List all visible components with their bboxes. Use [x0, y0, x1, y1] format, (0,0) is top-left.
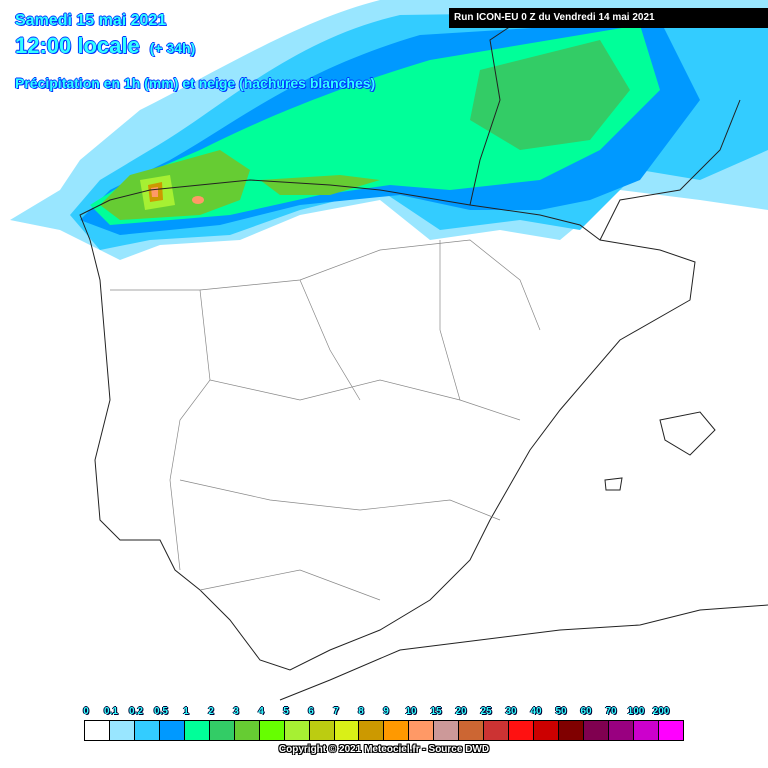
- legend-label: 20: [455, 706, 467, 717]
- legend-label: 15: [430, 706, 442, 717]
- legend-swatch: [85, 721, 110, 740]
- forecast-time: 12:00 locale (+ 34h): [15, 33, 196, 59]
- legend-swatch: [109, 721, 135, 740]
- legend-label: 40: [530, 706, 542, 717]
- precip-10b: [192, 196, 204, 204]
- legend-swatch: [559, 721, 585, 740]
- legend-label: 0.5: [154, 706, 168, 717]
- lead-time: (+ 34h): [149, 40, 196, 57]
- legend-swatch: [334, 721, 360, 740]
- legend-swatch: [134, 721, 160, 740]
- coastline: [79, 19, 768, 701]
- legend-label: 7: [333, 706, 339, 717]
- legend-label: 200: [652, 706, 670, 717]
- legend-label: 6: [308, 706, 314, 717]
- legend-swatch: [409, 721, 435, 740]
- forecast-date: Samedi 15 mai 2021: [14, 12, 167, 30]
- legend-swatch: [309, 721, 335, 740]
- legend-label: 9: [383, 706, 389, 717]
- legend-swatch: [484, 721, 510, 740]
- legend-label: 10: [405, 706, 417, 717]
- legend-colorbar: [84, 720, 684, 741]
- legend-swatch: [184, 721, 210, 740]
- legend-swatch: [209, 721, 235, 740]
- legend-label: 2: [208, 706, 214, 717]
- legend-swatch: [434, 721, 460, 740]
- precip-10: [151, 187, 158, 197]
- legend-swatch: [284, 721, 310, 740]
- precip-2: [470, 40, 630, 150]
- legend-label: 60: [580, 706, 592, 717]
- legend-swatch: [359, 721, 385, 740]
- legend-swatch: [259, 721, 285, 740]
- region-borders: [110, 239, 541, 601]
- precip-3b: [260, 175, 380, 195]
- parameter-title: Précipitation en 1h (mm) et neige (hachu…: [14, 75, 376, 92]
- legend-swatch: [459, 721, 485, 740]
- legend-swatch: [633, 721, 659, 740]
- legend-labels: 0 0.1 0.2 0.5 1 2 3 4 5 6 7 8 9 10 15 20 25 30 40 50 60 70 100…: [83, 706, 704, 720]
- legend-label: 50: [555, 706, 567, 717]
- legend-label: 70: [605, 706, 617, 717]
- legend-swatch: [384, 721, 410, 740]
- precip-3: [100, 150, 250, 220]
- legend-label: 100: [627, 706, 645, 717]
- legend-label: 30: [505, 706, 517, 717]
- legend-label: 5: [283, 706, 289, 717]
- legend-swatch: [584, 721, 610, 740]
- legend-label: 0: [83, 706, 89, 717]
- run-label: Run ICON-EU 0 Z du Vendredi 14 mai 2021: [449, 8, 768, 28]
- legend-label: 8: [358, 706, 364, 717]
- legend-label: 3: [233, 706, 239, 717]
- legend: 0 0.1 0.2 0.5 1 2 3 4 5 6 7 8 9 10 15 20 25 30 40 50 60 70 100…: [83, 706, 704, 741]
- legend-label: 1: [183, 706, 189, 717]
- legend-swatch: [658, 721, 683, 740]
- legend-swatch: [534, 721, 560, 740]
- legend-swatch: [609, 721, 634, 740]
- local-time: 12:00 locale: [15, 33, 141, 59]
- copyright: Copyright © 2021 Meteociel.fr - Source D…: [278, 744, 490, 755]
- legend-label: 0.2: [129, 706, 143, 717]
- legend-label: 0.1: [104, 706, 118, 717]
- legend-swatch: [159, 721, 185, 740]
- legend-swatch: [234, 721, 260, 740]
- legend-label: 4: [258, 706, 264, 717]
- legend-label: 25: [480, 706, 492, 717]
- legend-swatch: [509, 721, 535, 740]
